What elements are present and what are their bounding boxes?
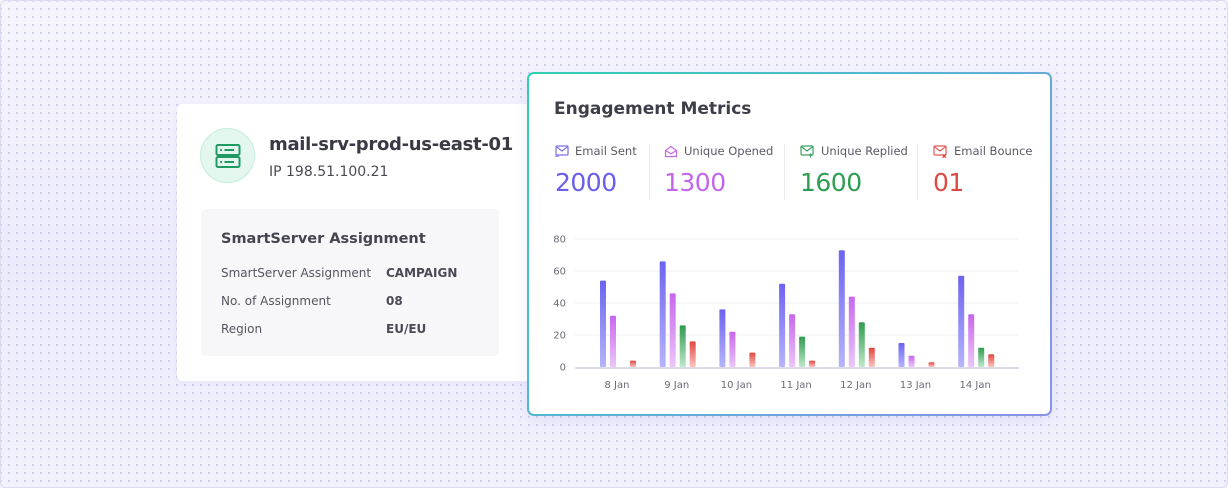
stat-label: Email Bounce	[954, 144, 1033, 158]
x-tick-label: 13 Jan	[900, 380, 931, 391]
bar-email-sent[interactable]	[659, 261, 666, 367]
bar-unique-replied[interactable]	[679, 325, 686, 367]
stat-divider	[784, 144, 785, 200]
mail-bounce-icon	[933, 144, 947, 158]
x-tick-label: 10 Jan	[721, 380, 752, 391]
bar-unique-opened[interactable]	[669, 293, 676, 367]
bar-email-sent[interactable]	[600, 280, 606, 367]
bar-email-sent[interactable]	[719, 309, 726, 367]
x-tick-label: 8 Jan	[605, 380, 630, 391]
x-tick-label: 14 Jan	[960, 380, 991, 391]
stat-label: Email Sent	[575, 144, 637, 158]
mail-sent-icon	[555, 145, 569, 157]
chart-grid	[575, 238, 1019, 336]
assignment-row-label: No. of Assignment	[221, 294, 331, 308]
server-card: mail-srv-prod-us-east-01 IP 198.51.100.2…	[177, 104, 537, 381]
server-ip: IP 198.51.100.21	[269, 164, 389, 180]
bar-email-bounce[interactable]	[689, 341, 696, 367]
bar-email-sent[interactable]	[838, 250, 845, 367]
x-tick-label: 12 Jan	[840, 380, 871, 391]
mail-reply-icon	[800, 144, 814, 157]
y-tick-label: 0	[560, 363, 566, 374]
y-tick-label: 40	[553, 299, 566, 310]
bar-email-sent[interactable]	[898, 343, 905, 367]
stat-label-row: Unique Opened	[664, 144, 773, 158]
bar-unique-opened[interactable]	[610, 315, 616, 367]
y-tick-label: 20	[553, 331, 566, 342]
mail-open-icon	[664, 145, 678, 157]
bar-unique-opened[interactable]	[848, 296, 855, 367]
bar-unique-replied[interactable]	[858, 322, 865, 367]
assignment-row-label: Region	[221, 322, 263, 336]
bar-email-bounce[interactable]	[868, 347, 875, 367]
assignment-row-value: EU/EU	[386, 322, 427, 336]
stat-value: 1300	[664, 168, 726, 197]
bar-email-bounce[interactable]	[809, 360, 816, 367]
server-icon-badge	[200, 128, 255, 183]
y-tick-label: 80	[553, 235, 566, 246]
bar-email-bounce[interactable]	[928, 362, 935, 367]
stat-label: Unique Opened	[684, 144, 774, 158]
assignment-row-value: CAMPAIGN	[386, 266, 458, 280]
assignment-row: No. of Assignment 08	[221, 294, 403, 308]
bar-email-sent[interactable]	[958, 275, 965, 367]
x-tick-label: 11 Jan	[780, 380, 811, 391]
x-tick-label: 9 Jan	[664, 380, 689, 391]
stat-label: Unique Replied	[821, 144, 908, 158]
chart-bars	[600, 250, 995, 367]
stat-label-row: Unique Replied	[800, 144, 908, 158]
stat-label-row: Email Sent	[555, 144, 637, 158]
assignment-row-label: SmartServer Assignment	[221, 266, 372, 280]
stat-divider	[649, 144, 650, 200]
bar-unique-opened[interactable]	[729, 331, 736, 367]
engagement-metrics-body: Engagement Metrics Email Sent 2000 Uniqu…	[529, 74, 1050, 414]
bar-email-bounce[interactable]	[749, 352, 756, 367]
smartserver-assignment-panel: SmartServer Assignment SmartServer Assig…	[201, 209, 499, 356]
engagement-bar-chart: 0 20 40 60 80 8 Jan 9 Jan 10 Jan 11 Jan 12 Jan 13 …	[553, 235, 1019, 391]
bar-email-bounce[interactable]	[988, 354, 995, 367]
engagement-metrics-card: Engagement Metrics Email Sent 2000 Uniqu…	[527, 72, 1052, 416]
bar-email-sent[interactable]	[779, 283, 786, 367]
assignment-row: SmartServer Assignment CAMPAIGN	[221, 266, 457, 280]
assignment-row-value: 08	[386, 294, 403, 308]
bar-email-bounce[interactable]	[630, 360, 636, 367]
y-tick-label: 60	[553, 267, 566, 278]
stat-divider	[917, 144, 918, 200]
server-name: mail-srv-prod-us-east-01	[269, 134, 513, 155]
bar-unique-opened[interactable]	[789, 314, 796, 367]
bar-unique-replied[interactable]	[799, 336, 806, 367]
stat-label-row: Email Bounce	[933, 144, 1032, 158]
stat-value: 01	[933, 168, 964, 197]
bar-unique-opened[interactable]	[968, 314, 975, 367]
assignment-row: Region EU/EU	[221, 322, 426, 336]
chart-axes: 0 20 40 60 80 8 Jan 9 Jan 10 Jan 11 Jan 12 Jan 13 …	[553, 235, 1019, 391]
server-icon	[215, 143, 240, 168]
bar-unique-replied[interactable]	[978, 347, 985, 367]
assignment-title: SmartServer Assignment	[221, 231, 426, 247]
stat-value: 2000	[555, 168, 617, 197]
metrics-title: Engagement Metrics	[554, 99, 752, 119]
stat-value: 1600	[800, 168, 862, 197]
bar-unique-opened[interactable]	[908, 355, 915, 367]
